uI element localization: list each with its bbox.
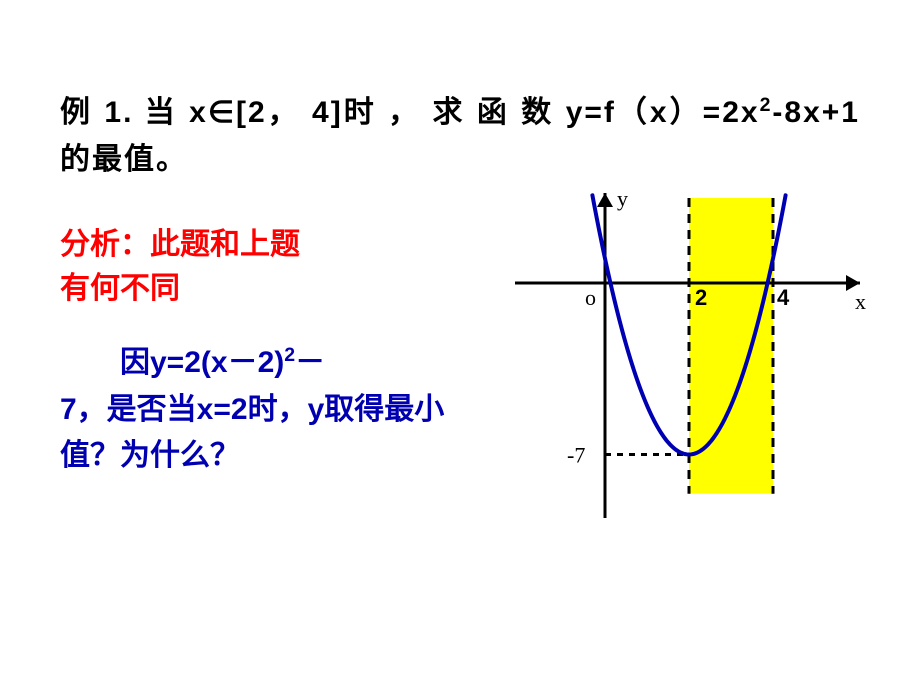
detail-line2: 7，是否当x=2时，y取得最小值？为什么？ [60, 387, 490, 480]
problem-text-a: 例 1. 当 x∈[2， 4]时 ， 求 函 数 y=f（x）=2x [60, 96, 760, 129]
problem-statement: 例 1. 当 x∈[2， 4]时 ， 求 函 数 y=f（x）=2x2-8x+1… [60, 90, 860, 183]
svg-text:x: x [855, 289, 866, 314]
detail-line1b: － [295, 346, 325, 379]
parabola-chart: y x o 2 4 -7 [510, 188, 870, 548]
svg-text:-7: -7 [567, 443, 585, 468]
detail-line1-exp: 2 [284, 344, 295, 366]
slide: 例 1. 当 x∈[2， 4]时 ， 求 函 数 y=f（x）=2x2-8x+1… [0, 0, 920, 690]
problem-exp: 2 [760, 94, 773, 116]
detail-block: 因y=2(x－2)2－ 7，是否当x=2时，y取得最小值？为什么？ [60, 340, 490, 480]
svg-text:4: 4 [777, 285, 790, 310]
svg-text:o: o [585, 285, 596, 310]
analysis-line2: 有何不同 [60, 272, 180, 305]
analysis-line1: 分析：此题和上题 [60, 228, 300, 261]
detail-line1a: 因y=2(x－2) [120, 346, 284, 379]
analysis-block: 分析：此题和上题 有何不同 [60, 223, 460, 310]
svg-text:y: y [617, 188, 628, 211]
svg-text:2: 2 [695, 285, 707, 310]
